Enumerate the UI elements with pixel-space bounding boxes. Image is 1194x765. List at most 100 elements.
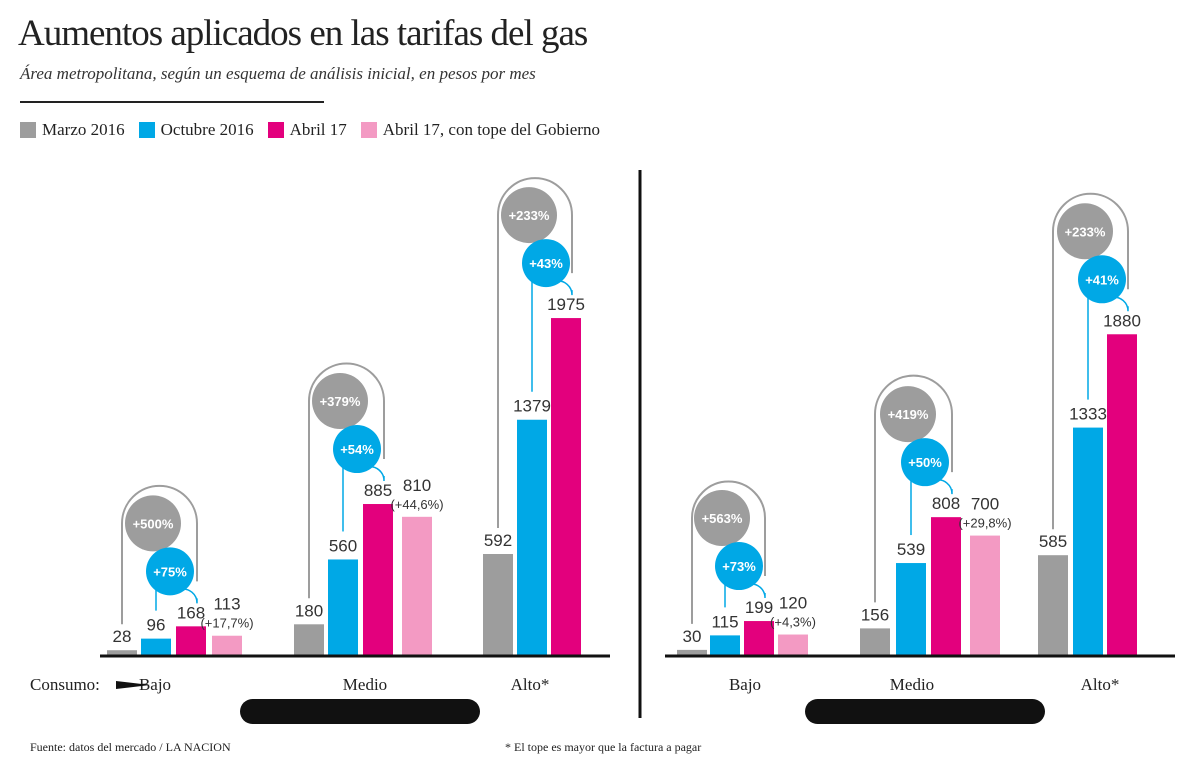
april-increase-label: +41% [1085, 272, 1119, 287]
bar-value-label: 539 [897, 540, 925, 559]
total-increase-bubble [312, 373, 368, 430]
bar-value-label: 1975 [547, 295, 585, 314]
bar [483, 554, 513, 655]
arrow-right-icon [116, 681, 150, 689]
bar [710, 635, 740, 655]
bar [896, 563, 926, 655]
legend-swatch [20, 122, 36, 138]
tope-percent-label: (+17,7%) [200, 616, 253, 631]
bar-value-label: 120 [779, 594, 807, 613]
bar-value-label: 30 [683, 627, 702, 646]
april-increase-label: +50% [908, 455, 942, 470]
april-increase-label: +54% [340, 442, 374, 457]
bar [328, 559, 358, 655]
total-increase-bubble [694, 490, 750, 547]
bar [744, 621, 774, 655]
total-increase-label: +379% [320, 394, 361, 409]
bar [1038, 555, 1068, 655]
bar-value-label: 810 [403, 476, 431, 495]
bar-value-label: 180 [295, 601, 323, 620]
bar-value-label: 885 [364, 481, 392, 500]
bar [517, 419, 547, 655]
legend-label: Abril 17, con tope del Gobierno [382, 120, 600, 139]
total-increase-connector [497, 177, 573, 529]
chart-title: Aumentos aplicados en las tarifas del ga… [18, 13, 588, 54]
legend-item: Marzo 2016 [20, 120, 125, 140]
bar [107, 650, 137, 655]
total-increase-bubble [880, 386, 936, 443]
bar-value-label: 28 [113, 627, 132, 646]
footnote: * El tope es mayor que la factura a paga… [505, 740, 702, 754]
bar-value-label: 168 [177, 603, 205, 622]
bar-value-label: 700 [971, 495, 999, 514]
legend-swatch [267, 122, 284, 138]
bar [1107, 334, 1137, 655]
bar-value-label: 1333 [1069, 405, 1107, 424]
total-increase-connector [308, 362, 385, 599]
total-increase-bubble [501, 187, 557, 244]
category-label: Alto* [511, 675, 550, 694]
bar-value-label: 199 [745, 598, 773, 617]
april-increase-bubble [333, 425, 381, 474]
category-label: Bajo [139, 675, 171, 694]
bar [212, 635, 242, 655]
legend-item: Octubre 2016 [138, 120, 254, 140]
total-increase-connector [691, 480, 766, 624]
bar-value-label: 560 [329, 536, 357, 555]
bar [860, 628, 890, 655]
bar [294, 624, 324, 655]
april-increase-label: +75% [153, 564, 187, 579]
bar [363, 504, 393, 655]
legend-swatch [360, 122, 377, 138]
total-increase-bubble [1057, 203, 1113, 260]
category-label: Bajo [729, 675, 761, 694]
bar [778, 634, 808, 655]
chart-subtitle: Área metropolitana, según un esquema de … [20, 64, 536, 83]
bar [931, 517, 961, 655]
source-note: Fuente: datos del mercado / LA NACION [30, 740, 231, 754]
legend-item: Abril 17, con tope del Gobierno [360, 120, 600, 140]
bar-value-label: 113 [213, 595, 240, 614]
category-label: Alto* [1081, 675, 1120, 694]
bar [551, 318, 581, 655]
total-increase-label: +233% [1065, 224, 1106, 239]
legend-swatch [138, 122, 155, 138]
bar-value-label: 156 [861, 605, 889, 624]
legend-label: Octubre 2016 [160, 120, 254, 139]
bar [970, 535, 1000, 655]
bar [141, 638, 171, 655]
bar-value-label: 808 [932, 494, 960, 513]
category-label: Medio [890, 675, 934, 694]
divider [20, 101, 324, 103]
bar [677, 649, 707, 655]
total-increase-connector [121, 484, 198, 625]
april-increase-bubble [146, 547, 194, 596]
total-increase-label: +233% [509, 208, 550, 223]
black-pill-bar [805, 699, 1045, 724]
bar [402, 516, 432, 655]
total-increase-connector [1052, 192, 1129, 530]
april-increase-label: +73% [722, 559, 756, 574]
category-label: Medio [343, 675, 387, 694]
legend: Marzo 2016 Octubre 2016 Abril 17 Abril 1… [20, 120, 600, 140]
total-increase-connector [874, 374, 953, 603]
legend-item: Abril 17 [267, 120, 347, 140]
legend-label: Marzo 2016 [42, 120, 125, 139]
total-increase-label: +500% [133, 516, 174, 531]
tope-percent-label: (+29,8%) [958, 516, 1011, 531]
bar-value-label: 592 [484, 531, 512, 550]
tope-percent-label: (+4,3%) [770, 615, 816, 630]
april-increase-bubble [715, 542, 763, 591]
bar [1073, 427, 1103, 655]
bar [176, 626, 206, 655]
total-increase-bubble [125, 495, 181, 552]
bar-value-label: 96 [147, 616, 166, 635]
april-increase-bubble [1078, 255, 1126, 304]
consumo-label: Consumo: [30, 675, 100, 694]
april-increase-bubble [522, 239, 570, 288]
legend-label: Abril 17 [289, 120, 347, 139]
tope-percent-label: (+44,6%) [390, 497, 443, 512]
april-increase-label: +43% [529, 256, 563, 271]
